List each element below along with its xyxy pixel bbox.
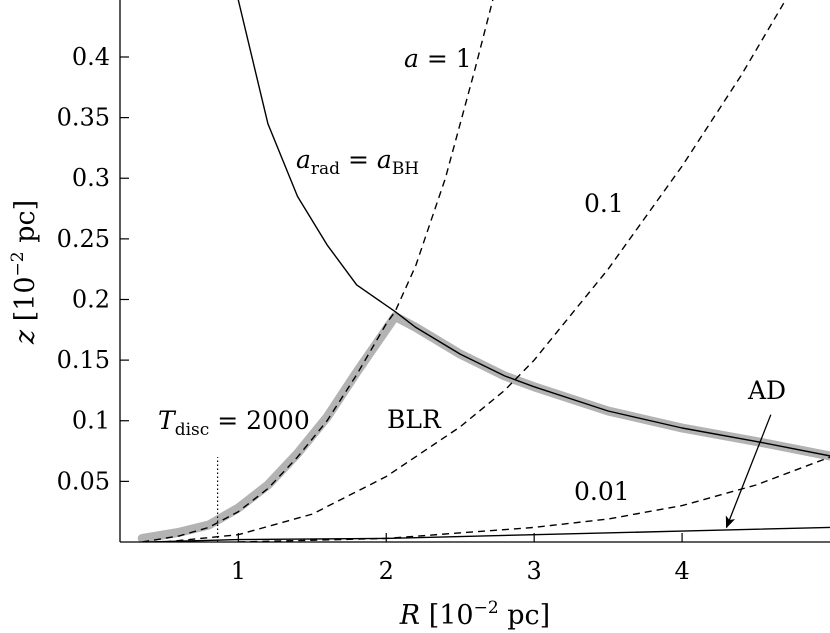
series-1-dashed-line xyxy=(142,0,494,542)
x-tick-label: 4 xyxy=(674,557,689,585)
y-tick-label: 0.35 xyxy=(57,104,110,132)
annotation-tdisc: Tdisc = 2000 xyxy=(158,406,310,440)
x-tick-label: 3 xyxy=(527,557,542,585)
ticks-layer: 1 2 3 4 0.05 0.1 0.15 0.2 0.25 0.3 0.35 0.4 xyxy=(57,43,690,585)
y-tick-label: 0.05 xyxy=(57,467,110,495)
annotation-a-rad: arad = aBH xyxy=(296,145,419,179)
y-tick-label: 0.15 xyxy=(57,346,110,374)
y-tick-label: 0.1 xyxy=(72,407,110,435)
series-0-solid-line xyxy=(237,0,830,457)
annotation-blr: BLR xyxy=(387,405,442,434)
y-tick-label: 0.3 xyxy=(72,164,110,192)
y-tick-label: 0.4 xyxy=(72,43,110,71)
x-tick-label: 1 xyxy=(231,557,246,585)
series-2-dashed-line xyxy=(164,0,787,542)
annotation-0-01: 0.01 xyxy=(574,477,630,506)
series-4-solid-line xyxy=(148,526,830,542)
x-axis-title: R [10−2 pc] xyxy=(399,598,550,631)
annotation-0-1: 0.1 xyxy=(584,189,624,218)
y-axis-title: z [10−2 pc] xyxy=(8,200,41,345)
annotation-ad: AD xyxy=(747,376,786,405)
y-tick-label: 0.2 xyxy=(72,285,110,313)
x-tick-label: 2 xyxy=(379,557,394,585)
ad-arrow xyxy=(725,414,772,529)
y-tick-label: 0.25 xyxy=(57,225,110,253)
annotation-a-eq-1: a = 1 xyxy=(404,44,472,73)
series-layer xyxy=(137,0,830,542)
